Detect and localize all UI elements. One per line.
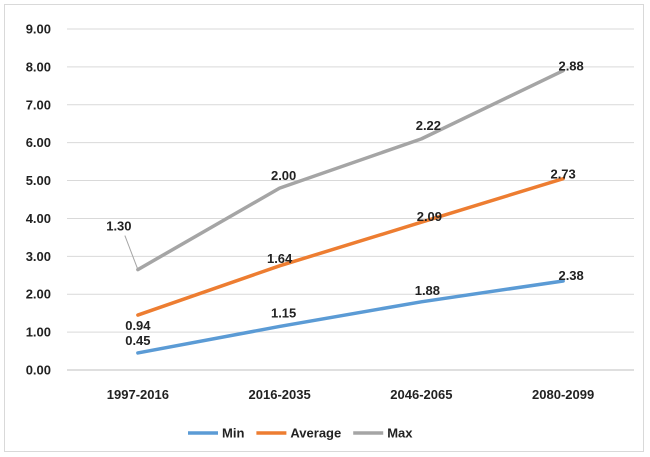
data-label-average: 2.73 bbox=[550, 167, 575, 182]
leader-line bbox=[124, 235, 139, 270]
x-tick-label: 2046-2065 bbox=[390, 387, 452, 402]
gridlines bbox=[67, 28, 634, 333]
data-label-max: 2.22 bbox=[416, 118, 441, 133]
y-tick-label: 3.00 bbox=[26, 249, 51, 264]
x-tick-label: 2016-2035 bbox=[249, 387, 311, 402]
data-label-min: 1.88 bbox=[415, 283, 440, 298]
y-tick-label: 4.00 bbox=[26, 211, 51, 226]
data-labels: 0.45 1.15 1.88 2.38 0.94 1.64 2.09 2.73 1.30 2.00… bbox=[106, 59, 584, 348]
y-tick-label: 7.00 bbox=[26, 97, 51, 112]
x-tick-label: 1997-2016 bbox=[107, 387, 169, 402]
y-tick-label: 2.00 bbox=[26, 287, 51, 302]
data-label-max: 2.00 bbox=[271, 168, 296, 183]
data-label-max: 1.30 bbox=[106, 219, 131, 234]
data-label-min: 2.38 bbox=[558, 268, 583, 283]
y-tick-label: 1.00 bbox=[26, 325, 51, 340]
legend-label-average: Average bbox=[290, 426, 341, 441]
y-tick-label: 9.00 bbox=[26, 22, 51, 37]
axes: 0.00 1.00 2.00 3.00 4.00 5.00 6.00 7.00 8.00 9.00… bbox=[26, 22, 634, 402]
data-label-min: 1.15 bbox=[271, 305, 296, 320]
data-label-min: 0.45 bbox=[125, 333, 150, 348]
y-tick-label: 6.00 bbox=[26, 135, 51, 150]
legend: Min Average Max bbox=[188, 426, 413, 441]
y-tick-label: 5.00 bbox=[26, 173, 51, 188]
y-tick-label: 0.00 bbox=[26, 363, 51, 378]
legend-label-max: Max bbox=[387, 426, 413, 441]
x-tick-label: 2080-2099 bbox=[532, 387, 594, 402]
series-line-average bbox=[136, 176, 565, 317]
legend-label-min: Min bbox=[222, 426, 244, 441]
series-line-min bbox=[136, 279, 565, 355]
data-label-average: 1.64 bbox=[267, 251, 293, 266]
series-line-max bbox=[136, 68, 565, 272]
data-label-average: 0.94 bbox=[125, 318, 151, 333]
data-label-average: 2.09 bbox=[417, 209, 442, 224]
chart-frame bbox=[4, 4, 644, 452]
data-label-max: 2.88 bbox=[558, 59, 583, 74]
series-lines bbox=[136, 68, 565, 355]
y-tick-label: 8.00 bbox=[26, 59, 51, 74]
